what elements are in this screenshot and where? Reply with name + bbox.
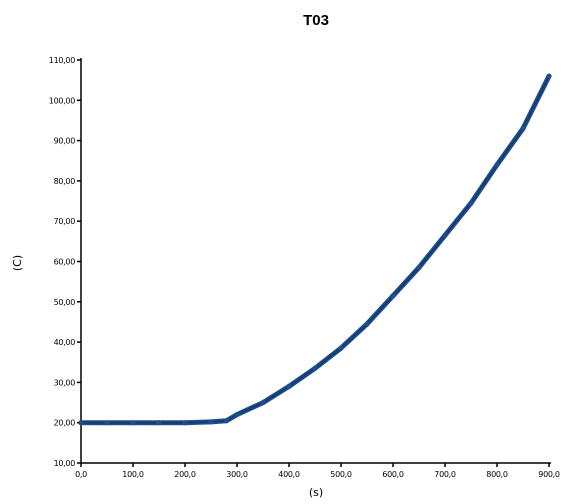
y-tick-label: 80,00 [54, 177, 76, 186]
plot-area: 10,00 20,00 30,00 40,00 50,00 60,00 70,00 80,00… [49, 56, 560, 479]
data-point [78, 420, 84, 426]
y-tick-label: 100,00 [49, 96, 75, 105]
data-point [520, 125, 526, 132]
y-tick-label: 40,00 [54, 338, 76, 347]
x-axis-label: (s) [309, 486, 323, 499]
data-point [416, 264, 422, 271]
y-tick-label: 30,00 [54, 378, 76, 387]
data-point [494, 162, 500, 168]
data-point [546, 73, 552, 79]
data-point [286, 383, 292, 389]
data-point [390, 293, 396, 299]
y-tick-label: 20,00 [54, 419, 76, 428]
data-point [468, 200, 474, 206]
y-tick-label: 90,00 [54, 137, 76, 146]
data-point [312, 365, 318, 371]
data-point [130, 420, 136, 426]
data-point [182, 420, 188, 426]
series-line-core [81, 75, 550, 424]
y-tick-label: 50,00 [54, 298, 76, 307]
y-tick-label: 10,00 [54, 459, 76, 468]
y-tick-label: 60,00 [54, 258, 76, 267]
data-point [104, 420, 110, 426]
data-point [234, 412, 240, 418]
x-tick-label: 300,0 [226, 470, 248, 479]
x-tick-label: 700,0 [434, 470, 456, 479]
data-point [260, 400, 266, 406]
data-point [224, 418, 230, 424]
y-tick-label: 70,00 [54, 217, 76, 226]
chart-title: T03 [303, 12, 329, 29]
x-tick-label: 200,0 [174, 470, 196, 479]
data-point [208, 419, 214, 425]
data-point [442, 232, 448, 238]
x-tick-label: 400,0 [278, 470, 300, 479]
data-point [364, 321, 370, 327]
x-tick-label: 100,0 [122, 470, 144, 479]
x-tick-label: 800,0 [486, 470, 508, 479]
y-tick-label: 110,00 [49, 56, 75, 65]
y-axis-label: (C) [11, 255, 24, 271]
x-tick-label: 500,0 [330, 470, 352, 479]
x-tick-label: 0,0 [75, 470, 87, 479]
data-point [156, 420, 162, 426]
x-tick-label: 900,0 [538, 470, 560, 479]
data-point [338, 345, 344, 351]
x-tick-label: 600,0 [382, 470, 404, 479]
